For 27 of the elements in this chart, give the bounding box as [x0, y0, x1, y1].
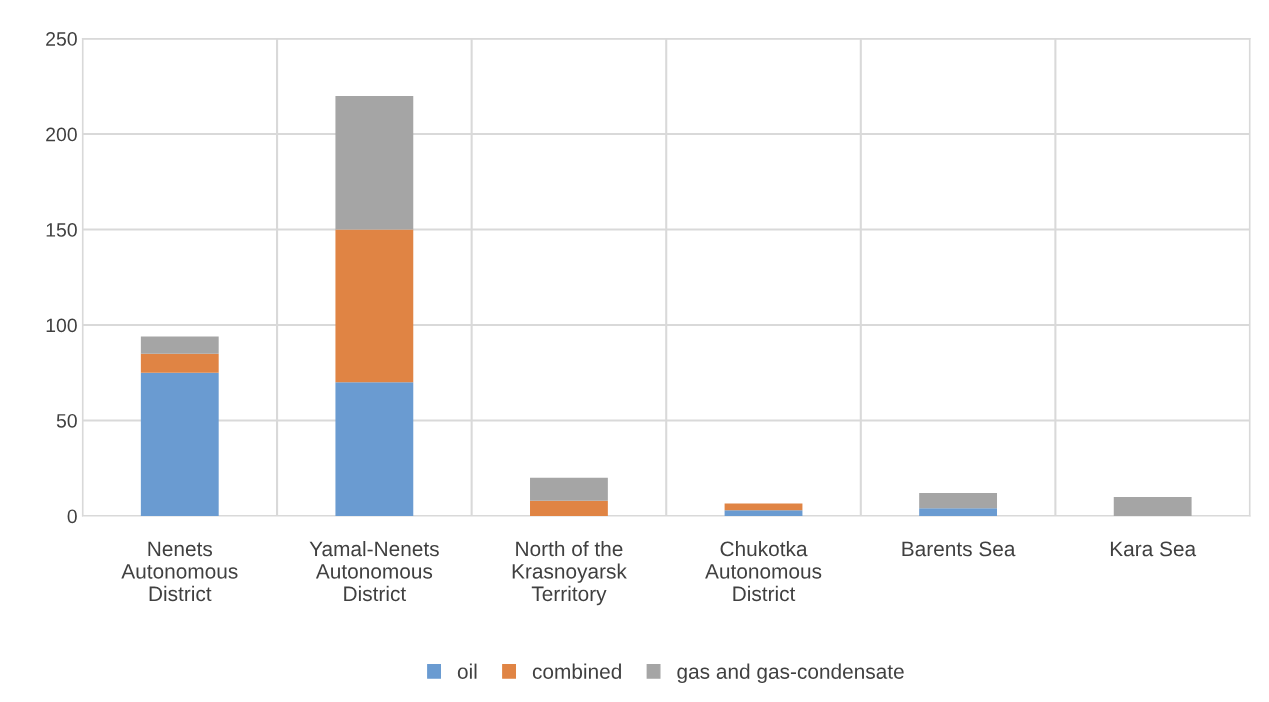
- y-tick-label: 250: [46, 32, 77, 46]
- bar: [1113, 496, 1192, 516]
- bar: [140, 353, 219, 373]
- x-tick-label: Barents Sea: [902, 541, 1016, 557]
- bar: [140, 336, 219, 354]
- bar: [919, 508, 998, 516]
- bar: [530, 500, 608, 516]
- y-tick-label: 150: [46, 223, 77, 237]
- x-tick-label: Kara Sea: [1110, 541, 1197, 557]
- bar: [530, 477, 608, 501]
- bar: [140, 372, 219, 516]
- y-tick-label: 50: [56, 413, 77, 428]
- y-tick-label: 0: [67, 509, 77, 524]
- y-tick-label: 100: [46, 318, 77, 333]
- bar: [919, 493, 998, 509]
- x-tick-label: Chukotka Autonomous District: [705, 540, 822, 602]
- x-tick-label: North of the Krasnoyarsk Territory: [512, 540, 627, 606]
- legend-label: gas and gas-condensate: [677, 663, 904, 684]
- bar: [724, 510, 803, 516]
- bar: [335, 95, 414, 230]
- y-tick-label: 200: [46, 127, 77, 142]
- x-tick-label: Yamal-Nenets Autonomous District: [309, 540, 439, 602]
- legend-label: oil: [457, 663, 477, 679]
- bar: [335, 382, 414, 516]
- legend-label: combined: [532, 663, 621, 679]
- bar: [335, 229, 414, 383]
- x-tick-label: Nenets Autonomous District: [121, 541, 238, 602]
